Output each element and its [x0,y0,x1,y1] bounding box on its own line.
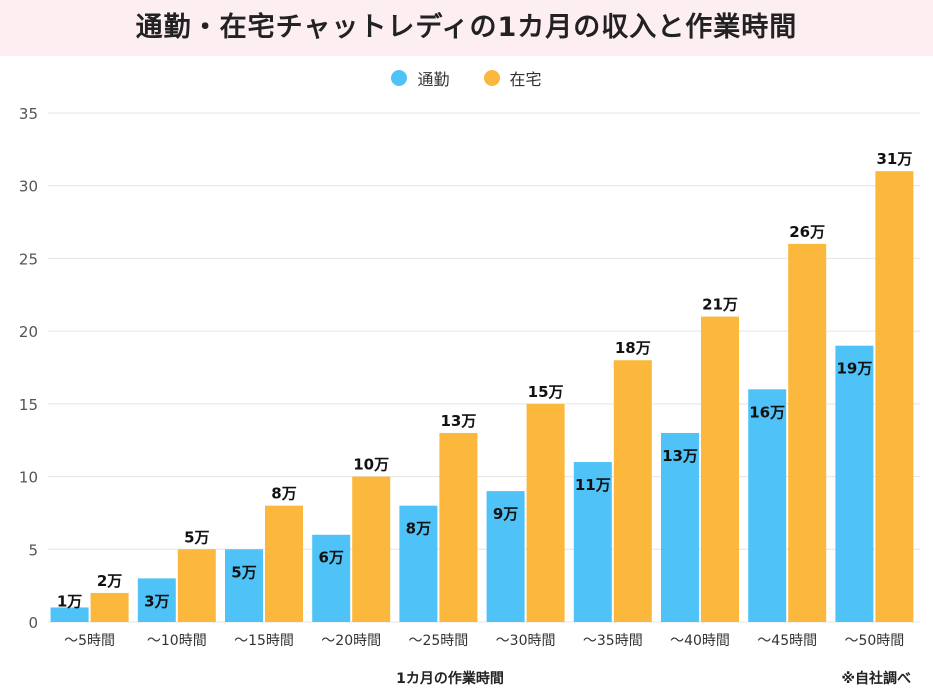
x-tick-label: ～5時間 [64,633,115,649]
source-note: ※自社調べ [841,671,911,687]
data-label: 8万 [271,485,296,503]
legend-swatch-home [483,70,500,86]
bar-commute [835,345,874,622]
bar-commute [661,432,699,622]
y-tick-label: 35 [19,105,38,123]
bar-home [788,243,827,622]
y-tick-label: 10 [19,469,38,487]
x-tick-label: ～45時間 [757,633,817,649]
title-band [0,0,933,56]
x-axis-label: 1カ月の作業時間 [396,671,504,687]
legend: 通勤 在宅 [0,66,933,90]
bar-commute [486,491,525,622]
data-label: 15万 [528,383,564,401]
legend-swatch-commute [391,70,408,86]
y-tick-label: 30 [19,178,38,196]
data-label: 1万 [57,592,82,610]
bar-home [701,316,739,622]
bar-commute [748,389,787,622]
x-tick-label: ～35時間 [583,633,643,649]
x-tick-label: ～15時間 [234,633,294,649]
data-labels: 1万 2万 3万 5万 5万 8万 6万 10万 8万 13万 9万 15万 11万 18万 13万 21万 1… [57,150,912,610]
bar-commute [312,534,351,622]
data-label: 19万 [836,360,872,378]
y-tick-label: 5 [28,541,38,559]
bar-commute [137,578,176,622]
y-tick-label: 25 [19,250,38,268]
bar-commute [225,549,263,622]
bar-home [439,432,478,622]
bar-commute [573,462,612,622]
legend-label-commute: 通勤 [417,70,450,89]
data-label: 11万 [575,476,611,494]
data-label: 18万 [615,339,651,357]
bars [50,171,914,622]
data-label: 9万 [493,505,518,523]
legend-label-home: 在宅 [509,70,542,89]
bar-home [875,171,914,622]
bar-home [90,592,129,622]
x-tick-label: ～10時間 [147,633,207,649]
y-tick-label: 20 [19,323,38,341]
data-label: 13万 [662,447,698,465]
x-tick-label: ～40時間 [670,633,730,649]
data-label: 13万 [440,412,476,430]
x-tick-label: ～30時間 [496,633,556,649]
data-label: 2万 [97,572,122,590]
y-tick-label: 0 [28,614,38,632]
data-label: 26万 [789,223,825,241]
x-tick-label: ～20時間 [321,633,381,649]
bar-home [177,549,216,622]
data-label: 8万 [406,520,431,538]
data-label: 5万 [231,563,256,581]
y-tick-label: 15 [19,396,38,414]
data-label: 31万 [876,150,912,168]
legend-item-commute[interactable]: 通勤 [391,66,450,90]
x-tick-label: ～50時間 [844,633,904,649]
bar-commute [399,505,438,622]
x-tick-label: ～25時間 [408,633,468,649]
data-label: 16万 [749,403,785,421]
data-label: 21万 [702,296,738,314]
data-label: 3万 [144,592,169,610]
chart-title: 通勤・在宅チャットレディの1カ月の収入と作業時間 [135,12,798,43]
y-axis-ticks: 0 5 10 15 20 25 30 35 [19,105,38,632]
x-axis-ticks: ～5時間 ～10時間 ～15時間 ～20時間 ～25時間 ～30時間 ～35時間 ～40時間 ～… [64,633,904,649]
bar-home [613,360,652,622]
bar-home [265,505,303,622]
data-label: 6万 [318,549,343,567]
data-label: 10万 [353,456,389,474]
bar-commute [50,607,89,622]
data-label: 5万 [184,528,209,546]
bar-home [526,403,565,622]
bar-home [352,476,391,622]
legend-item-home[interactable]: 在宅 [483,66,542,90]
